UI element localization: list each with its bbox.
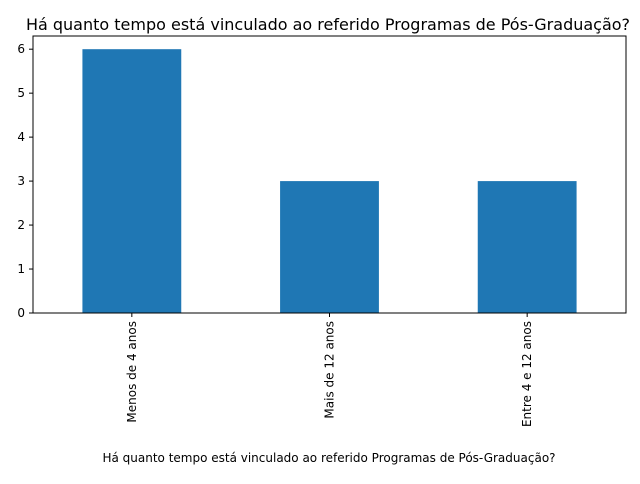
y-tick-label: 6 <box>17 42 25 56</box>
y-tick-label: 3 <box>17 174 25 188</box>
y-tick-label: 5 <box>17 86 25 100</box>
y-tick-label: 0 <box>17 306 25 320</box>
bar <box>477 181 577 313</box>
x-tick-label: Entre 4 e 12 anos <box>520 321 534 427</box>
bar <box>82 49 182 313</box>
chart-title: Há quanto tempo está vinculado ao referi… <box>26 15 630 34</box>
x-axis-label: Há quanto tempo está vinculado ao referi… <box>102 451 555 465</box>
y-tick-label: 4 <box>17 130 25 144</box>
x-tick-label: Mais de 12 anos <box>323 321 337 419</box>
x-tick-label: Menos de 4 anos <box>125 321 139 423</box>
y-tick-label: 2 <box>17 218 25 232</box>
y-tick-label: 1 <box>17 262 25 276</box>
bar <box>280 181 379 313</box>
plot-area: 0 1 2 3 4 5 6 Menos de 4 anos Mais de 12 anos Ent… <box>17 35 627 427</box>
